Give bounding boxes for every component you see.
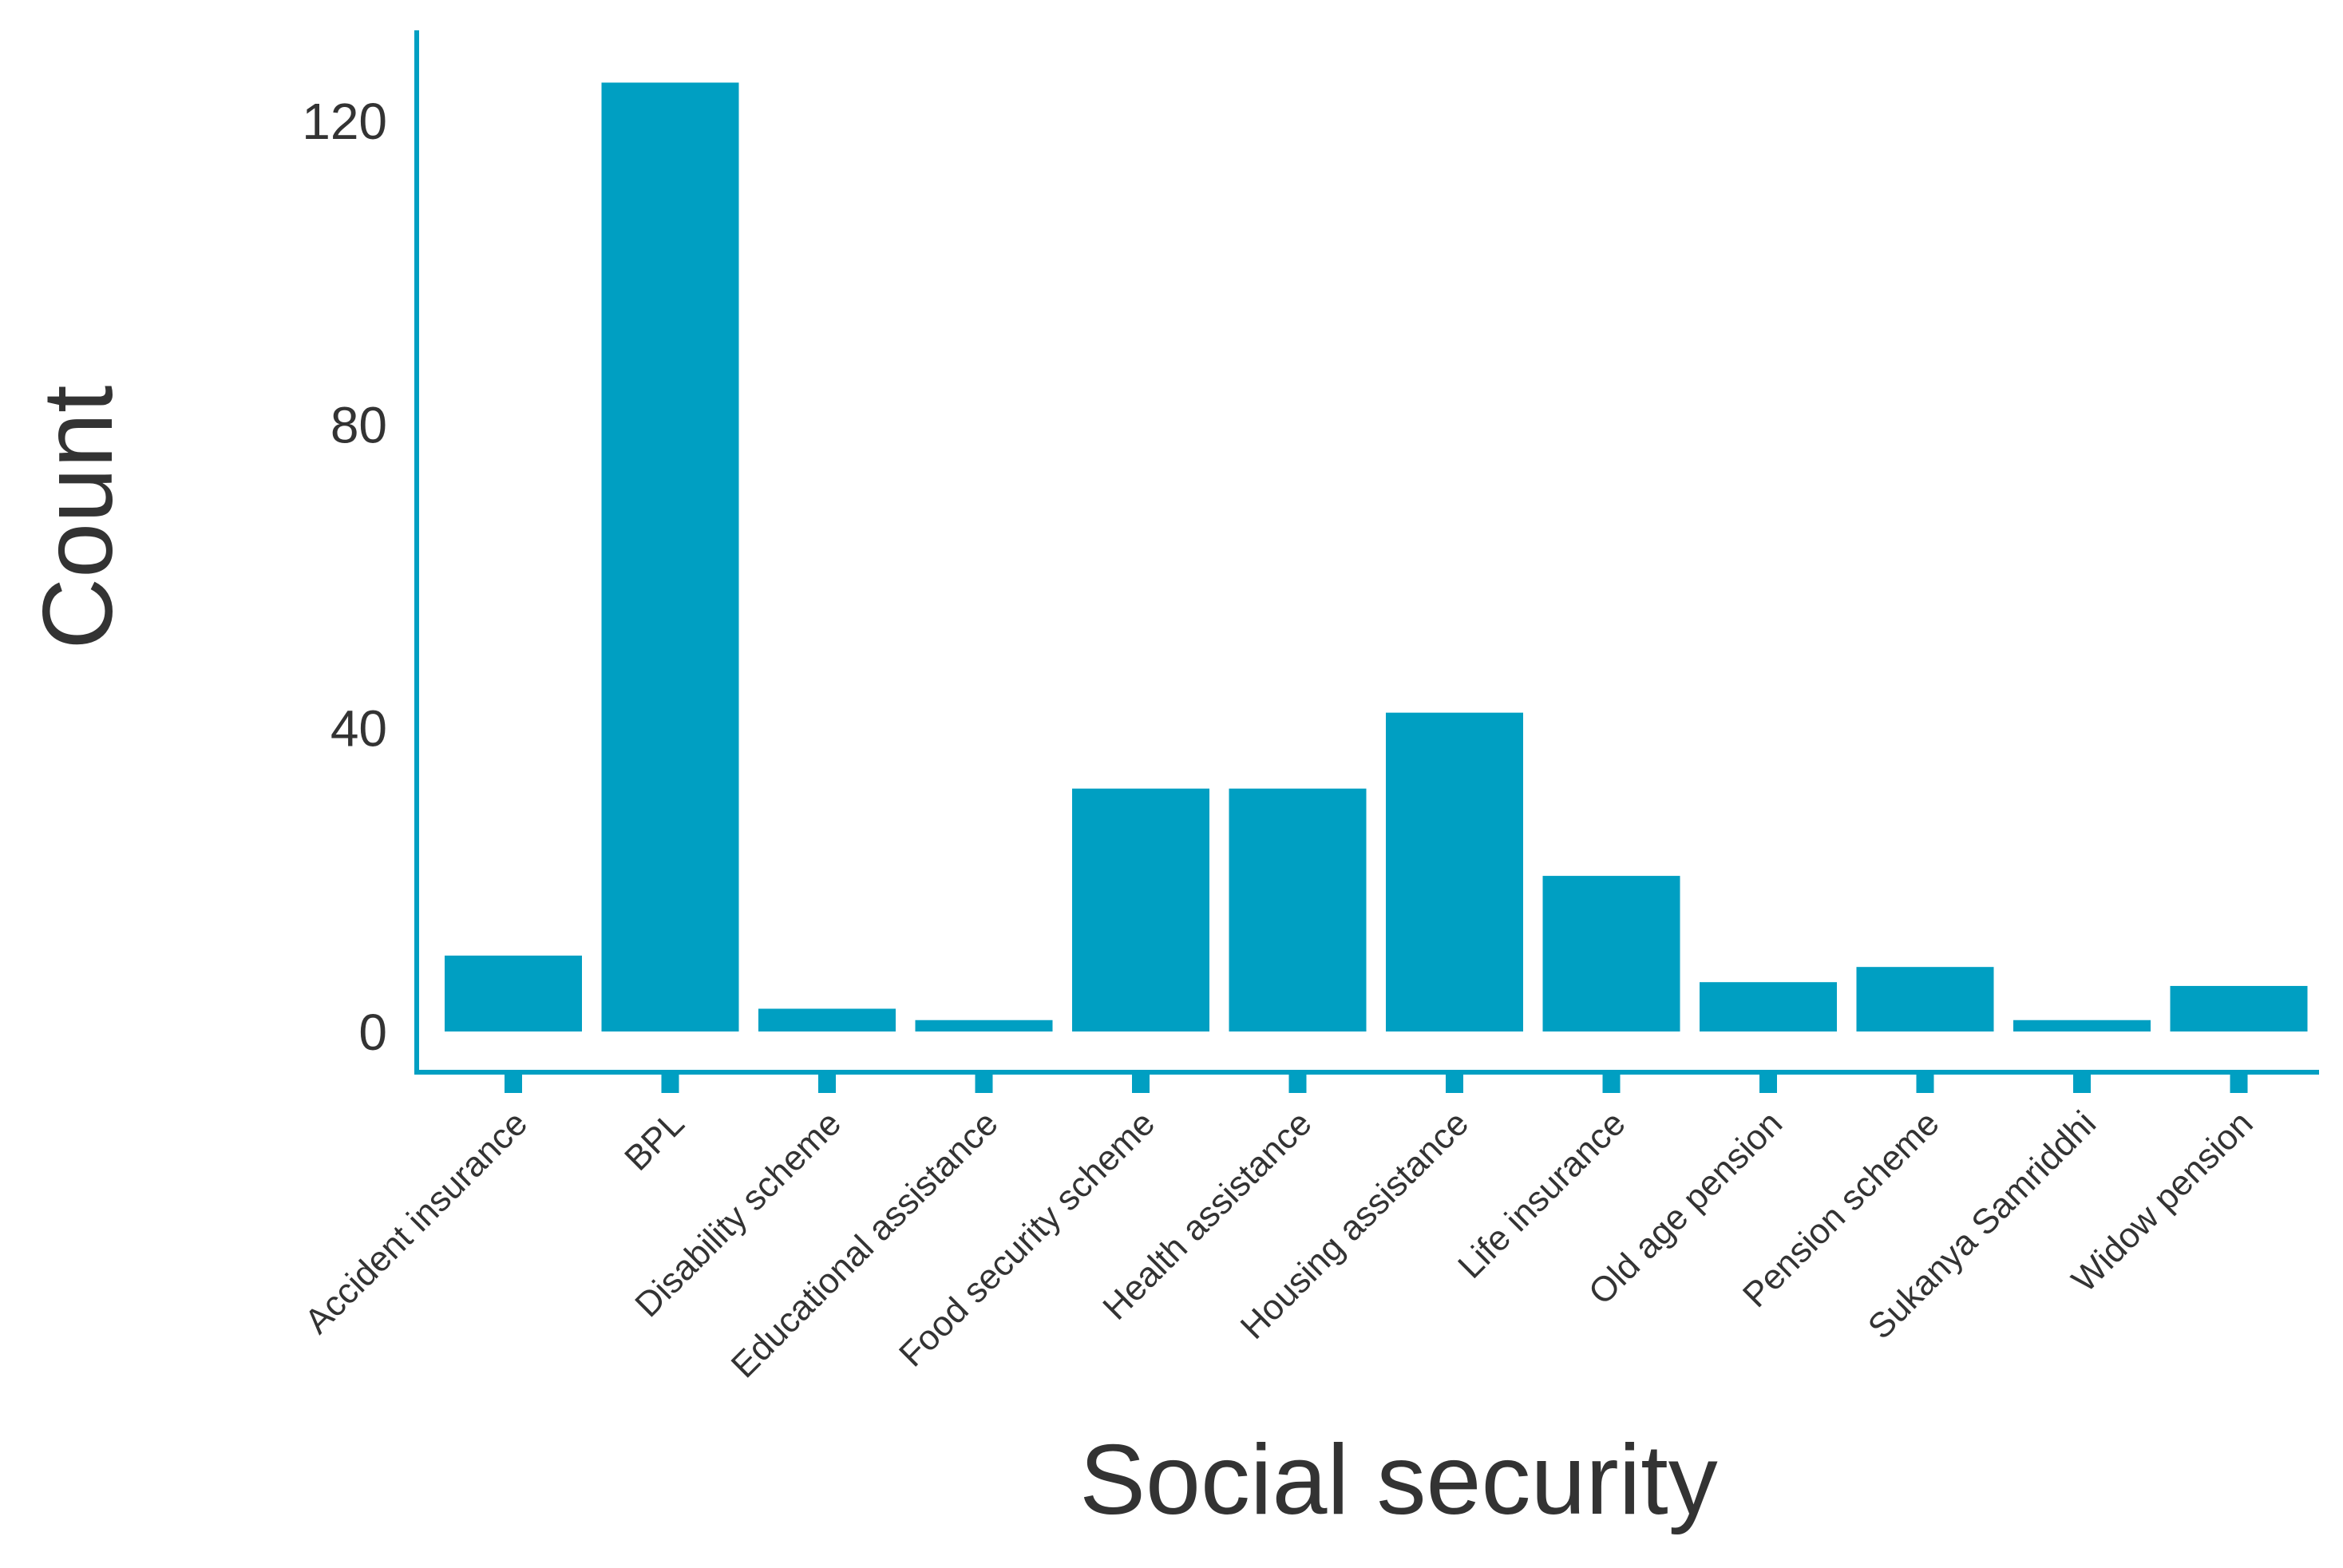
x-tick-label: BPL xyxy=(617,1103,691,1178)
x-tick-mark xyxy=(2230,1072,2248,1093)
x-tick-mark xyxy=(505,1072,522,1093)
x-tick-label: Accident insurance xyxy=(298,1103,536,1341)
y-tick-label: 0 xyxy=(358,1004,387,1061)
bar xyxy=(1072,788,1209,1031)
y-tick-label: 40 xyxy=(330,700,387,758)
x-tick-mark xyxy=(661,1072,679,1093)
bar xyxy=(1700,982,1837,1031)
x-tick-mark xyxy=(2073,1072,2091,1093)
bar xyxy=(1229,788,1367,1031)
x-tick-label: Life insurance xyxy=(1451,1103,1633,1285)
bar xyxy=(2170,985,2308,1031)
bar xyxy=(1386,712,1523,1031)
bar xyxy=(601,82,739,1031)
x-tick-mark xyxy=(818,1072,836,1093)
x-tick-mark xyxy=(1132,1072,1150,1093)
y-tick-label: 80 xyxy=(330,396,387,453)
y-ticks-group: 0 40 80 120 xyxy=(302,93,387,1061)
bar xyxy=(915,1020,1053,1031)
x-tick-mark xyxy=(1916,1072,1934,1093)
x-tick-mark xyxy=(1602,1072,1621,1093)
y-tick-label: 120 xyxy=(302,93,387,150)
bar xyxy=(1856,967,1994,1031)
x-axis-title: Social security xyxy=(1079,1425,1717,1535)
x-tick-label: Food security scheme xyxy=(892,1103,1162,1374)
x-tick-mark xyxy=(1759,1072,1777,1093)
x-tick-label: Educational assistance xyxy=(724,1103,1006,1385)
x-tick-mark xyxy=(1446,1072,1463,1093)
bars-group xyxy=(445,82,2308,1031)
bar xyxy=(1542,876,1680,1031)
bar xyxy=(758,1008,896,1031)
x-tick-mark xyxy=(1288,1072,1307,1093)
y-axis-title: Count xyxy=(23,386,133,650)
bar xyxy=(445,955,582,1031)
bar xyxy=(2013,1020,2151,1031)
x-tick-mark xyxy=(975,1072,993,1093)
